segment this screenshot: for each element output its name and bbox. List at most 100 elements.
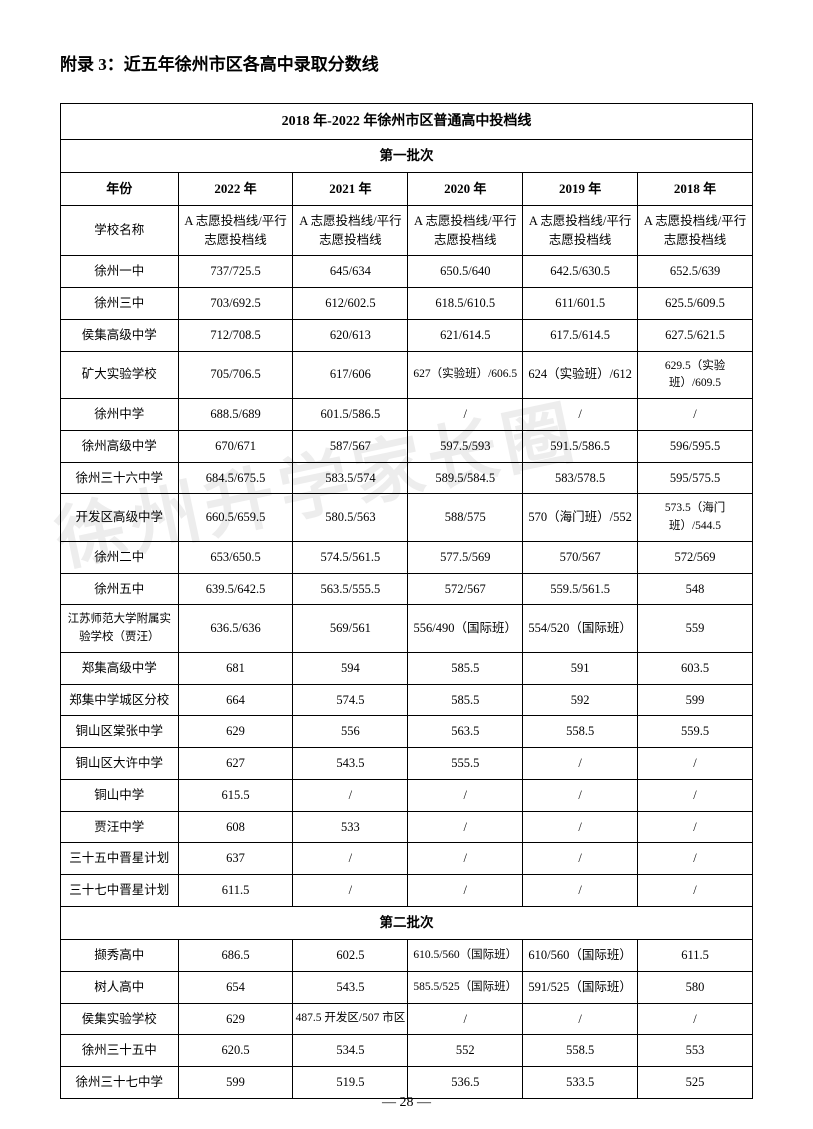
- school-name: 开发区高级中学: [61, 494, 179, 542]
- score-cell: /: [523, 779, 638, 811]
- score-cell: 543.5: [293, 748, 408, 780]
- score-cell: 591.5/586.5: [523, 430, 638, 462]
- score-cell: 737/725.5: [178, 256, 293, 288]
- score-cell: /: [523, 875, 638, 907]
- score-cell: 595/575.5: [638, 462, 753, 494]
- score-cell: /: [523, 1003, 638, 1035]
- score-cell: 664: [178, 684, 293, 716]
- appendix-title: 附录 3：近五年徐州市区各高中录取分数线: [60, 50, 753, 75]
- school-name: 三十五中晋星计划: [61, 843, 179, 875]
- batch1-row: 第一批次: [61, 140, 753, 173]
- score-cell: /: [523, 399, 638, 431]
- year-2021: 2021 年: [293, 173, 408, 206]
- school-name: 铜山区棠张中学: [61, 716, 179, 748]
- school-name: 侯集高级中学: [61, 319, 179, 351]
- batch2-label: 第二批次: [61, 906, 753, 939]
- table-row: 郑集高级中学681594585.5591603.5: [61, 652, 753, 684]
- school-name: 三十七中晋星计划: [61, 875, 179, 907]
- score-cell: 591/525（国际班）: [523, 971, 638, 1003]
- year-label: 年份: [61, 173, 179, 206]
- score-cell: 601.5/586.5: [293, 399, 408, 431]
- score-cell: 627: [178, 748, 293, 780]
- score-cell: 636.5/636: [178, 605, 293, 653]
- score-cell: /: [408, 779, 523, 811]
- score-cell: 602.5: [293, 940, 408, 972]
- score-cell: 594: [293, 652, 408, 684]
- table-row: 徐州五中639.5/642.5563.5/555.5572/567559.5/5…: [61, 573, 753, 605]
- table-row: 铜山区大许中学627543.5555.5//: [61, 748, 753, 780]
- score-cell: 574.5: [293, 684, 408, 716]
- school-name: 徐州五中: [61, 573, 179, 605]
- score-table: 2018 年-2022 年徐州市区普通高中投档线 第一批次 年份 2022 年 …: [60, 103, 753, 1099]
- score-cell: 556/490（国际班）: [408, 605, 523, 653]
- score-cell: 653/650.5: [178, 541, 293, 573]
- score-cell: 589.5/584.5: [408, 462, 523, 494]
- score-cell: 612/602.5: [293, 288, 408, 320]
- score-cell: 583/578.5: [523, 462, 638, 494]
- table-row: 树人高中654543.5585.5/525（国际班）591/525（国际班）58…: [61, 971, 753, 1003]
- score-cell: 596/595.5: [638, 430, 753, 462]
- score-cell: 597.5/593: [408, 430, 523, 462]
- score-cell: 615.5: [178, 779, 293, 811]
- score-cell: 629.5（实验班）/609.5: [638, 351, 753, 399]
- score-cell: /: [638, 843, 753, 875]
- table-row: 徐州高级中学670/671587/567597.5/593591.5/586.5…: [61, 430, 753, 462]
- school-name: 徐州二中: [61, 541, 179, 573]
- score-cell: /: [408, 875, 523, 907]
- score-cell: 534.5: [293, 1035, 408, 1067]
- score-cell: 639.5/642.5: [178, 573, 293, 605]
- score-cell: 558.5: [523, 1035, 638, 1067]
- score-cell: 559.5: [638, 716, 753, 748]
- score-cell: 585.5: [408, 684, 523, 716]
- sub-header: A 志愿投档线/平行志愿投档线: [523, 205, 638, 256]
- school-name: 徐州三十五中: [61, 1035, 179, 1067]
- score-cell: 592: [523, 684, 638, 716]
- table-title-row: 2018 年-2022 年徐州市区普通高中投档线: [61, 104, 753, 140]
- score-cell: 587/567: [293, 430, 408, 462]
- score-cell: 624（实验班）/612: [523, 351, 638, 399]
- table-row: 三十五中晋星计划637////: [61, 843, 753, 875]
- score-cell: 583.5/574: [293, 462, 408, 494]
- score-cell: 611/601.5: [523, 288, 638, 320]
- score-cell: 660.5/659.5: [178, 494, 293, 542]
- score-cell: 548: [638, 573, 753, 605]
- school-name: 贾汪中学: [61, 811, 179, 843]
- table-row: 侯集实验学校629487.5 开发区/507 市区///: [61, 1003, 753, 1035]
- score-cell: /: [638, 875, 753, 907]
- score-cell: 629: [178, 716, 293, 748]
- score-cell: /: [408, 843, 523, 875]
- score-cell: 559: [638, 605, 753, 653]
- score-cell: /: [638, 779, 753, 811]
- table-row: 铜山中学615.5////: [61, 779, 753, 811]
- score-cell: 572/569: [638, 541, 753, 573]
- table-row: 徐州一中737/725.5645/634650.5/640642.5/630.5…: [61, 256, 753, 288]
- score-cell: /: [408, 1003, 523, 1035]
- school-name: 撷秀高中: [61, 940, 179, 972]
- sub-header: A 志愿投档线/平行志愿投档线: [178, 205, 293, 256]
- score-cell: 580.5/563: [293, 494, 408, 542]
- score-cell: 650.5/640: [408, 256, 523, 288]
- table-row: 三十七中晋星计划611.5////: [61, 875, 753, 907]
- sub-header-row: 学校名称 A 志愿投档线/平行志愿投档线 A 志愿投档线/平行志愿投档线 A 志…: [61, 205, 753, 256]
- year-2019: 2019 年: [523, 173, 638, 206]
- table-row: 徐州中学688.5/689601.5/586.5///: [61, 399, 753, 431]
- score-cell: 712/708.5: [178, 319, 293, 351]
- table-row: 徐州二中653/650.5574.5/561.5577.5/569570/567…: [61, 541, 753, 573]
- score-cell: /: [408, 811, 523, 843]
- score-cell: 652.5/639: [638, 256, 753, 288]
- score-cell: 611.5: [638, 940, 753, 972]
- score-cell: /: [293, 875, 408, 907]
- score-cell: 570/567: [523, 541, 638, 573]
- score-cell: /: [293, 843, 408, 875]
- score-cell: 553: [638, 1035, 753, 1067]
- score-cell: 611.5: [178, 875, 293, 907]
- score-cell: 533: [293, 811, 408, 843]
- year-2022: 2022 年: [178, 173, 293, 206]
- score-cell: 559.5/561.5: [523, 573, 638, 605]
- score-cell: 585.5/525（国际班）: [408, 971, 523, 1003]
- score-cell: 627（实验班）/606.5: [408, 351, 523, 399]
- school-label: 学校名称: [61, 205, 179, 256]
- score-cell: 536.5: [408, 1067, 523, 1099]
- score-cell: 617.5/614.5: [523, 319, 638, 351]
- score-cell: 588/575: [408, 494, 523, 542]
